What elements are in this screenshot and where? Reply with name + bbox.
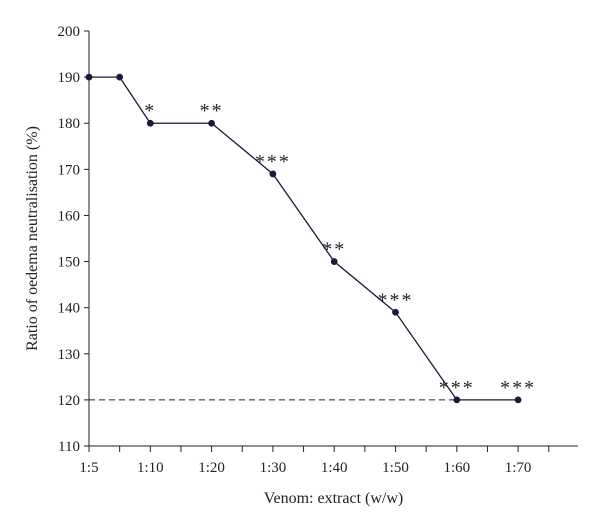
x-tick-label: 1:60 xyxy=(443,460,470,476)
y-tick-label: 110 xyxy=(58,439,80,455)
data-point xyxy=(146,119,154,127)
data-point xyxy=(392,308,399,316)
x-tick-label: 1:30 xyxy=(260,460,287,476)
data-point xyxy=(208,119,216,127)
data-point xyxy=(453,396,461,404)
series-line xyxy=(89,76,519,401)
x-tick-label: 1:70 xyxy=(505,460,532,476)
data-point xyxy=(85,73,93,81)
y-tick-label: 170 xyxy=(58,162,81,178)
x-tick-label: 1:10 xyxy=(137,460,164,476)
data-point xyxy=(514,396,522,404)
significance-label: ** xyxy=(322,239,346,261)
y-tick-label: 140 xyxy=(58,301,81,317)
data-point xyxy=(269,170,277,178)
significance-label: *** xyxy=(500,377,536,399)
x-axis-title: Venom: extract (w/w) xyxy=(264,490,404,507)
x-tick-label: 1:40 xyxy=(321,460,348,476)
y-tick-label: 150 xyxy=(58,255,81,271)
y-tick-label: 130 xyxy=(58,347,81,363)
y-tick-label: 160 xyxy=(58,208,81,224)
significance-label: *** xyxy=(439,377,475,399)
x-tick-label: 1:5 xyxy=(79,460,98,476)
y-axis-title: Ratio of oedema neutralisation (%) xyxy=(24,126,41,351)
significance-label: ** xyxy=(200,100,224,122)
x-tick-label: 1:50 xyxy=(382,460,409,476)
significance-label: *** xyxy=(378,289,414,311)
y-tick-label: 200 xyxy=(58,24,81,40)
y-tick-label: 180 xyxy=(58,116,81,132)
data-point xyxy=(116,73,124,81)
data-point xyxy=(330,258,338,265)
x-tick-label: 1:20 xyxy=(198,460,225,476)
y-tick-label: 190 xyxy=(58,70,81,86)
significance-label: *** xyxy=(255,151,291,173)
y-tick-label: 120 xyxy=(58,393,81,409)
significance-label: * xyxy=(144,100,156,122)
